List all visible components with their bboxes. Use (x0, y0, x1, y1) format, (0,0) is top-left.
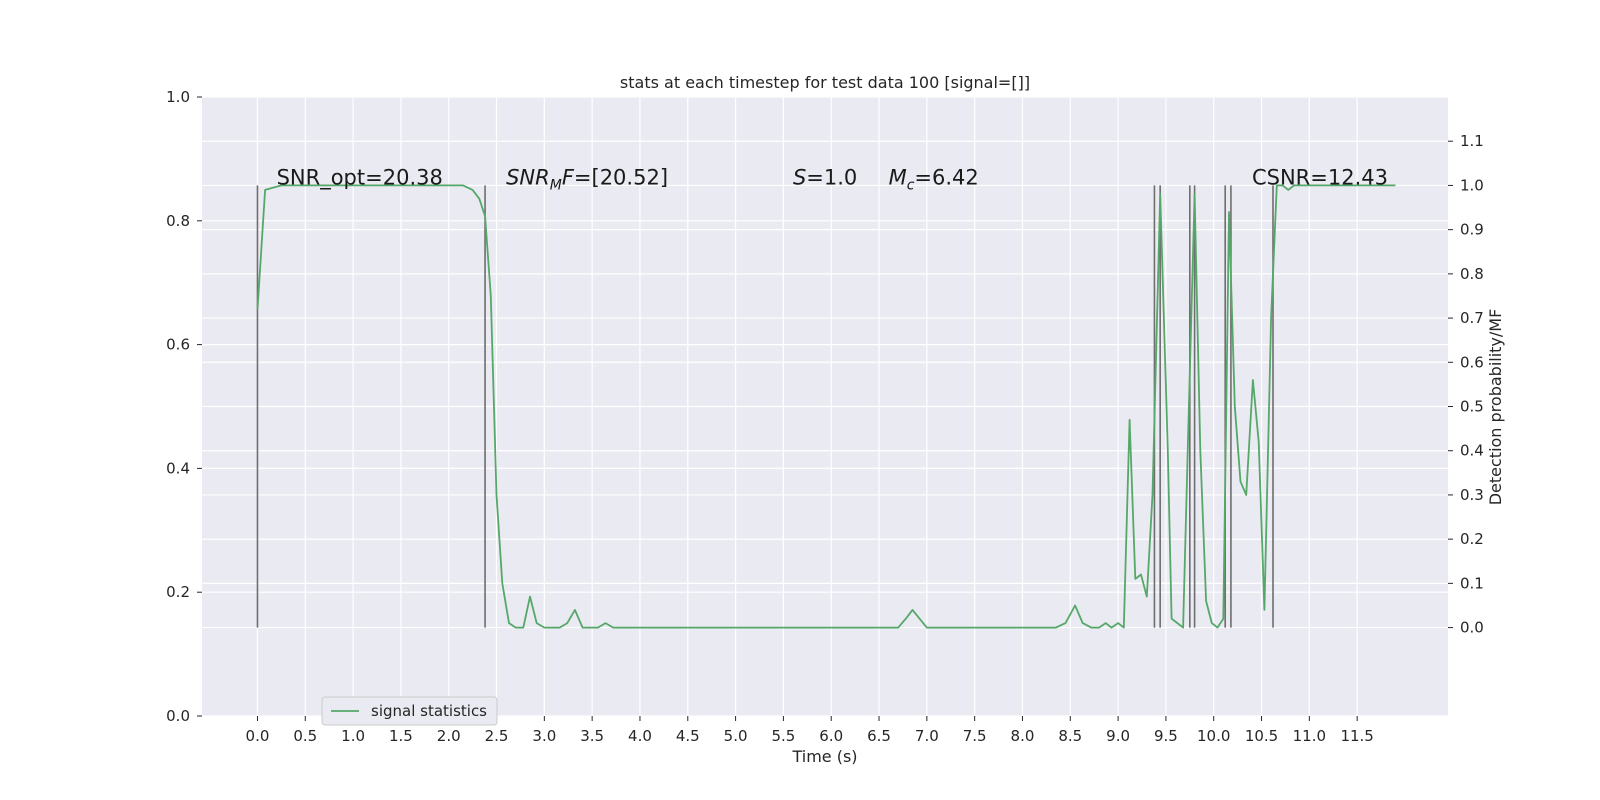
y-left-axis-ticks: 0.0 0.2 0.4 0.6 0.8 1.0 (166, 88, 202, 725)
x-tick-label: 2.5 (485, 727, 509, 745)
x-tick-label: 8.5 (1058, 727, 1082, 745)
annotations: SNR_opt=20.38 SNRMF=[20.52] S=1.0 Mc=6.42 CS… (277, 165, 1388, 193)
x-tick-label: 0.0 (246, 727, 270, 745)
y-right-tick-label: 0.6 (1460, 353, 1484, 371)
legend: signal statistics (321, 696, 498, 726)
annotation-s: S=1.0 (793, 165, 857, 189)
x-tick-label: 6.5 (867, 727, 891, 745)
y-right-tick-label: 0.5 (1460, 398, 1484, 416)
annotation-snr_mf-subscript: M (550, 177, 562, 193)
annotation-snr_mf: SNRMF=[20.52] (506, 165, 668, 193)
x-tick-label: 5.0 (724, 727, 748, 745)
y-left-tick-label: 0.6 (166, 336, 190, 354)
annotation-mc-subscript: c (907, 177, 915, 193)
y-right-tick-label: 0.4 (1460, 442, 1484, 460)
x-tick-label: 6.0 (819, 727, 843, 745)
annotation-snr_mf-value: =[20.52] (574, 165, 668, 189)
x-tick-label: 4.5 (676, 727, 700, 745)
x-tick-label: 7.0 (915, 727, 939, 745)
y-right-tick-label: 1.0 (1460, 176, 1484, 194)
x-tick-label: 10.5 (1245, 727, 1278, 745)
annotation-snr_mf-symbol: SNR (506, 165, 550, 189)
annotation-mc-value: =6.42 (914, 165, 978, 189)
y-right-tick-label: 0.9 (1460, 221, 1484, 239)
y-right-tick-label: 0.3 (1460, 486, 1484, 504)
y-right-tick-label: 1.1 (1460, 132, 1484, 150)
annotation-snr_mf-symbol-tail: F (562, 165, 575, 189)
legend-box (321, 696, 498, 726)
y-right-axis-label: Detection probability/MF (1486, 309, 1505, 506)
annotation-s-symbol: S (793, 165, 806, 189)
y-left-tick-label: 0.2 (166, 583, 190, 601)
series-line (256, 184, 1396, 629)
y-left-tick-label: 1.0 (166, 88, 190, 106)
x-tick-label: 11.5 (1340, 727, 1373, 745)
annotation-csnr: CSNR=12.43 (1252, 165, 1388, 189)
annotation-mc: Mc=6.42 (889, 165, 979, 193)
x-tick-label: 1.0 (341, 727, 365, 745)
annotation-snr_opt: SNR_opt=20.38 (277, 165, 443, 190)
y-left-tick-label: 0.4 (166, 459, 190, 477)
y-right-tick-label: 0.1 (1460, 574, 1484, 592)
x-tick-label: 9.5 (1154, 727, 1178, 745)
annotation-s-value: =1.0 (806, 165, 857, 189)
x-tick-label: 4.0 (628, 727, 652, 745)
x-tick-label: 2.0 (437, 727, 461, 745)
x-tick-label: 8.0 (1011, 727, 1035, 745)
y-left-tick-label: 0.0 (166, 707, 190, 725)
chart-title: stats at each timestep for test data 100… (620, 73, 1030, 92)
x-tick-label: 10.0 (1197, 727, 1230, 745)
x-tick-label: 1.5 (389, 727, 413, 745)
x-axis-label: Time (s) (791, 747, 857, 766)
x-tick-label: 5.5 (771, 727, 795, 745)
y-left-tick-label: 0.8 (166, 212, 190, 230)
y-right-tick-label: 0.2 (1460, 530, 1484, 548)
x-tick-label: 11.0 (1293, 727, 1326, 745)
y-right-tick-label: 0.8 (1460, 265, 1484, 283)
annotation-mc-symbol: M (889, 165, 907, 189)
gridlines (202, 96, 1448, 717)
y-right-axis-ticks: 0.0 0.1 0.2 0.3 0.4 0.5 0.6 0.7 0.8 0.9 1.0 1.1 (1448, 132, 1484, 637)
x-tick-label: 9.0 (1106, 727, 1130, 745)
x-axis-ticks: 0.0 0.5 1.0 1.5 2.0 2.5 3.0 3.5 4.0 4.5 5.0 5.5 6.0 6… (246, 716, 1374, 745)
series-layer (256, 184, 1396, 629)
x-tick-label: 7.5 (963, 727, 987, 745)
x-tick-label: 0.5 (293, 727, 317, 745)
y-right-tick-label: 0.7 (1460, 309, 1484, 327)
y-right-tick-label: 0.0 (1460, 619, 1484, 637)
legend-label: signal statistics (371, 702, 487, 720)
x-tick-label: 3.0 (532, 727, 556, 745)
x-tick-label: 3.5 (580, 727, 604, 745)
